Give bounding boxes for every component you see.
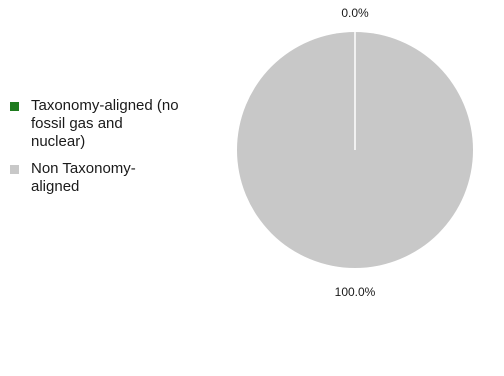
- data-label-non-taxonomy-aligned: 100.0%: [335, 285, 376, 299]
- legend-swatch-taxonomy-aligned: [10, 102, 19, 111]
- legend-swatch-non-taxonomy-aligned: [10, 165, 19, 174]
- data-label-taxonomy-aligned: 0.0%: [341, 6, 369, 20]
- pie-slices: [237, 32, 473, 268]
- legend-item-taxonomy-aligned: Taxonomy-aligned (no fossil gas and nucl…: [10, 97, 200, 151]
- chart-legend: Taxonomy-aligned (no fossil gas and nucl…: [10, 97, 200, 205]
- legend-item-non-taxonomy-aligned: Non Taxonomy-aligned: [10, 160, 200, 196]
- legend-label-taxonomy-aligned: Taxonomy-aligned (no fossil gas and nucl…: [31, 97, 179, 150]
- legend-label-non-taxonomy-aligned: Non Taxonomy-aligned: [31, 160, 136, 195]
